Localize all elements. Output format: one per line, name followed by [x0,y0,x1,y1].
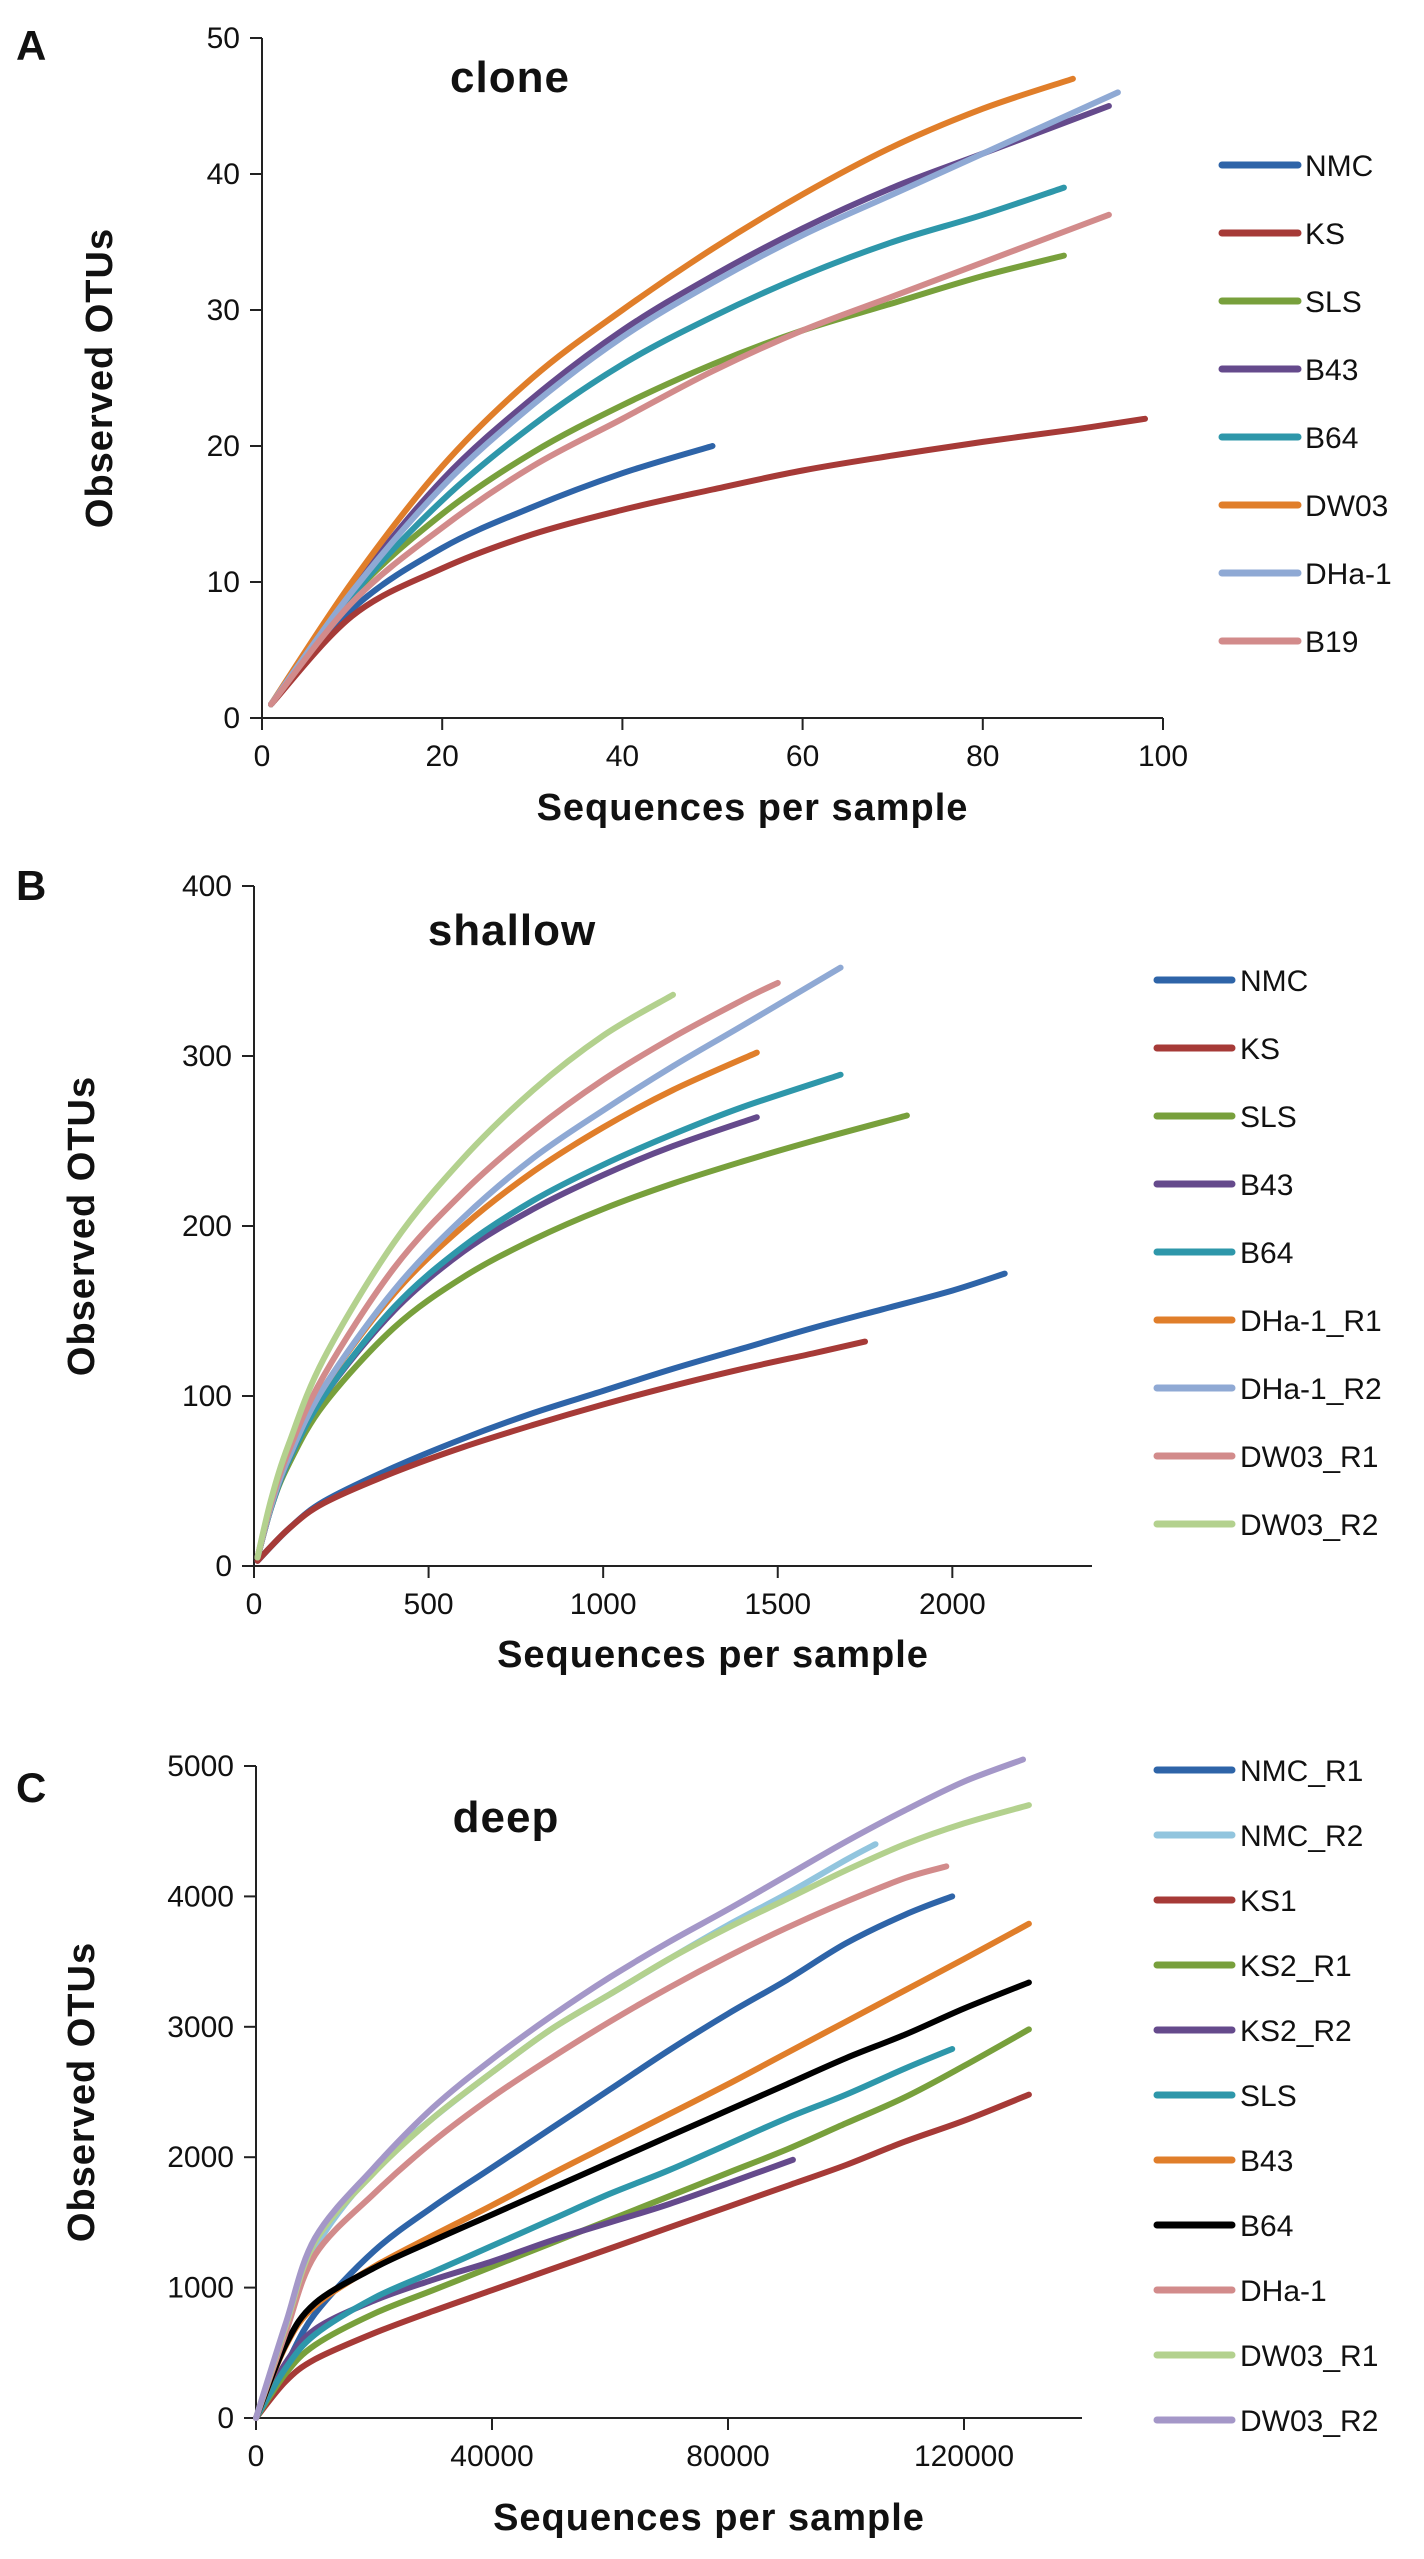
y-tick-label: 4000 [167,1880,234,1913]
y-tick-label: 40 [207,158,240,191]
panel-letter: A [16,22,46,69]
legend-label: KS1 [1240,1885,1297,1918]
legend-label: NMC [1240,965,1308,998]
x-tick-label: 40000 [450,2440,533,2473]
legend-label: DHa-1_R1 [1240,1305,1382,1338]
series-line-dha-1 [253,1863,950,2421]
legend-label: DW03 [1305,490,1388,523]
legend-label: NMC [1305,150,1373,183]
y-tick-label: 10 [207,566,240,599]
series-line-dw03 [268,75,1076,708]
x-axis-label: Sequences per sample [497,1634,929,1676]
series-line-ks [254,1338,868,1564]
panel-letter: B [16,862,46,909]
x-tick-label: 0 [246,1588,263,1621]
legend-label: B64 [1240,2210,1293,2243]
y-tick-label: 3000 [167,2011,234,2044]
y-tick-label: 5000 [167,1750,234,1783]
y-tick-label: 0 [217,2402,234,2435]
legend-label: DW03_R2 [1240,2405,1378,2438]
y-tick-label: 30 [207,294,240,327]
x-tick-label: 60 [786,740,819,773]
y-tick-label: 300 [182,1040,232,1073]
panel-letter: C [16,1764,46,1811]
legend-label: KS2_R1 [1240,1950,1352,1983]
series-line-dw03-r2 [253,1756,1026,2421]
legend-label: KS [1240,1033,1280,1066]
legend-label: DW03_R2 [1240,1509,1378,1542]
legend-label: NMC_R1 [1240,1755,1363,1788]
series-line-dw03-r2 [254,991,676,1561]
chart-title: clone [450,53,570,102]
x-tick-label: 80 [966,740,999,773]
y-axis-label: Observed OTUs [61,1942,103,2242]
x-axis-label: Sequences per sample [537,787,969,829]
x-tick-label: 20 [426,740,459,773]
chart-title: deep [453,1793,560,1842]
y-tick-label: 400 [182,870,232,903]
series-line-dw03-r1 [254,979,781,1561]
legend-label: B43 [1240,2145,1293,2178]
series-line-sls [253,2046,956,2421]
legend-label: B43 [1240,1169,1293,1202]
legend-label: SLS [1305,286,1362,319]
legend-label: DW03_R1 [1240,1441,1378,1474]
legend-label: B64 [1240,1237,1293,1270]
x-axis-label: Sequences per sample [493,2497,925,2539]
series-line-ks [268,415,1148,708]
legend-label: SLS [1240,2080,1297,2113]
y-tick-label: 200 [182,1210,232,1243]
x-tick-label: 500 [404,1588,454,1621]
series-line-ks2-r2 [253,2156,796,2421]
legend-label: NMC_R2 [1240,1820,1363,1853]
legend-label: B43 [1305,354,1358,387]
legend-label: DHa-1 [1240,2275,1327,2308]
series-line-b43 [268,103,1112,708]
y-tick-label: 1000 [167,2272,234,2305]
y-tick-label: 50 [207,22,240,55]
x-tick-label: 2000 [919,1588,986,1621]
y-tick-label: 0 [223,702,240,735]
series-line-dw03-r1 [253,1802,1032,2421]
series-line-b64 [253,1979,1032,2421]
legend-label: KS2_R2 [1240,2015,1352,2048]
y-tick-label: 100 [182,1380,232,1413]
y-tick-label: 2000 [167,2141,234,2174]
series-line-sls [268,252,1067,708]
legend-label: SLS [1240,1101,1297,1134]
series-line-nmc [268,443,716,708]
y-axis-label: Observed OTUs [79,228,121,528]
series-line-ks1 [253,2091,1032,2421]
legend-label: B19 [1305,626,1358,659]
legend-label: DHa-1_R2 [1240,1373,1382,1406]
x-tick-label: 0 [254,740,271,773]
series-line-b19 [268,211,1112,708]
x-tick-label: 1500 [744,1588,811,1621]
x-tick-label: 0 [248,2440,265,2473]
y-tick-label: 0 [215,1550,232,1583]
chart-title: shallow [428,906,596,955]
legend-label: DW03_R1 [1240,2340,1378,2373]
legend-label: KS [1305,218,1345,251]
x-tick-label: 120000 [914,2440,1014,2473]
x-tick-label: 80000 [686,2440,769,2473]
x-tick-label: 100 [1138,740,1188,773]
legend-label: B64 [1305,422,1358,455]
y-tick-label: 20 [207,430,240,463]
y-axis-label: Observed OTUs [61,1076,103,1376]
x-tick-label: 1000 [570,1588,637,1621]
legend-label: DHa-1 [1305,558,1392,591]
x-tick-label: 40 [606,740,639,773]
series-line-b64 [268,184,1067,708]
series-line-dha-1 [268,89,1121,708]
series-line-ks2-r1 [253,2026,1032,2421]
